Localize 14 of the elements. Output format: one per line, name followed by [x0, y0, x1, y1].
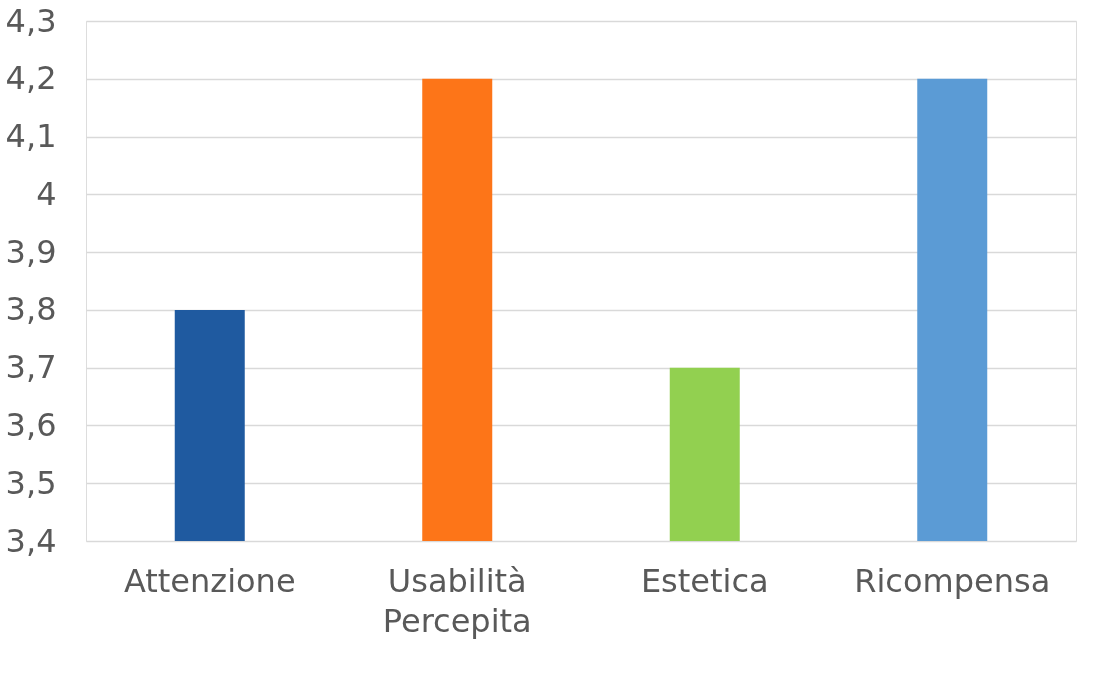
y-tick-label: 3,7: [5, 348, 57, 387]
x-tick-label: Attenzione: [123, 561, 296, 600]
y-tick-label: 4,3: [5, 1, 57, 40]
y-tick-label: 3,6: [5, 405, 57, 444]
y-tick-label: 4,1: [5, 117, 57, 156]
y-tick-label: 3,8: [5, 290, 57, 329]
x-tick-label: Estetica: [640, 561, 769, 600]
y-tick-label: 3,9: [5, 232, 57, 271]
y-tick-label: 3,4: [5, 521, 57, 560]
y-tick-label: 4: [36, 174, 57, 213]
x-tick-label: Ricompensa: [854, 561, 1051, 600]
x-tick-label: Usabilità Percepita: [382, 561, 532, 640]
y-tick-label: 4,2: [5, 59, 57, 98]
y-tick-label: 3,5: [5, 463, 57, 502]
